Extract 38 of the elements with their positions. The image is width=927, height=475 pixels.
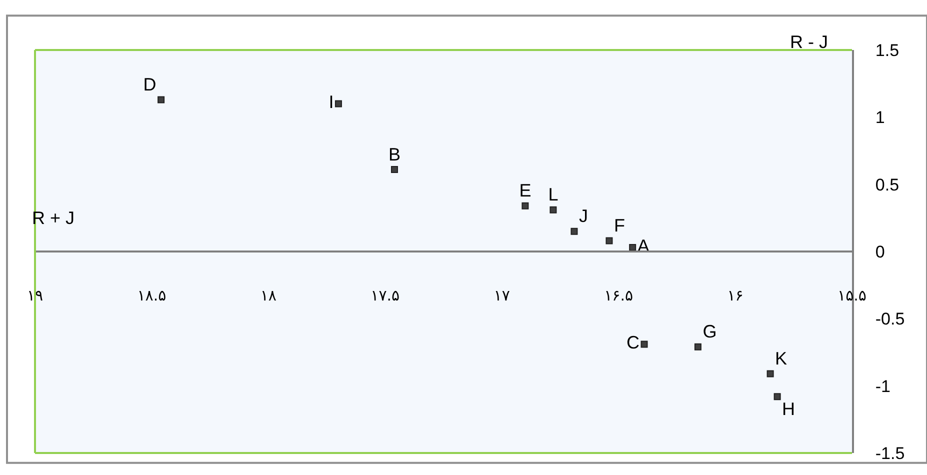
x-tick-label: ۱۷ — [494, 286, 510, 304]
series-label: L — [548, 184, 558, 205]
series-label: B — [388, 144, 400, 164]
series-label: J — [578, 206, 588, 226]
y-tick-label: 1.5 — [875, 40, 900, 60]
y-tick-label: 0 — [875, 242, 885, 262]
point — [766, 370, 774, 378]
series-label: H — [782, 398, 796, 419]
x-tick-label: ۱۶ — [727, 286, 744, 304]
x-tick-label: ۱۸.۵ — [137, 286, 166, 304]
series-label: I — [328, 92, 334, 112]
point — [334, 100, 342, 108]
series-label: D — [143, 74, 156, 94]
point — [774, 393, 781, 400]
y-tick-label: 1 — [875, 108, 885, 128]
point — [694, 343, 702, 350]
series-label: G — [702, 322, 717, 342]
x-tick-label: ۱۷.۵ — [370, 286, 400, 304]
series-label: C — [626, 332, 640, 353]
series-label: F — [614, 216, 625, 236]
x-tick-label: ۱۶.۵ — [604, 286, 634, 304]
point — [522, 202, 529, 210]
point — [570, 228, 578, 235]
x-tick-label: ۱۸ — [260, 286, 276, 304]
point — [640, 340, 648, 348]
y-axis-title: R - J — [790, 32, 828, 52]
series-label: K — [775, 348, 788, 368]
x-tick-label: ۱۵.۵ — [838, 286, 866, 304]
point — [158, 96, 165, 104]
point — [550, 206, 557, 214]
series-label: E — [519, 180, 532, 201]
y-tick-label: -1 — [875, 376, 891, 396]
y-tick-label: 0.5 — [875, 175, 900, 194]
y-tick-label: -1.5 — [875, 444, 905, 463]
point — [390, 166, 398, 174]
point — [629, 244, 636, 251]
point — [606, 237, 613, 244]
y-tick-label: -0.5 — [875, 310, 905, 329]
